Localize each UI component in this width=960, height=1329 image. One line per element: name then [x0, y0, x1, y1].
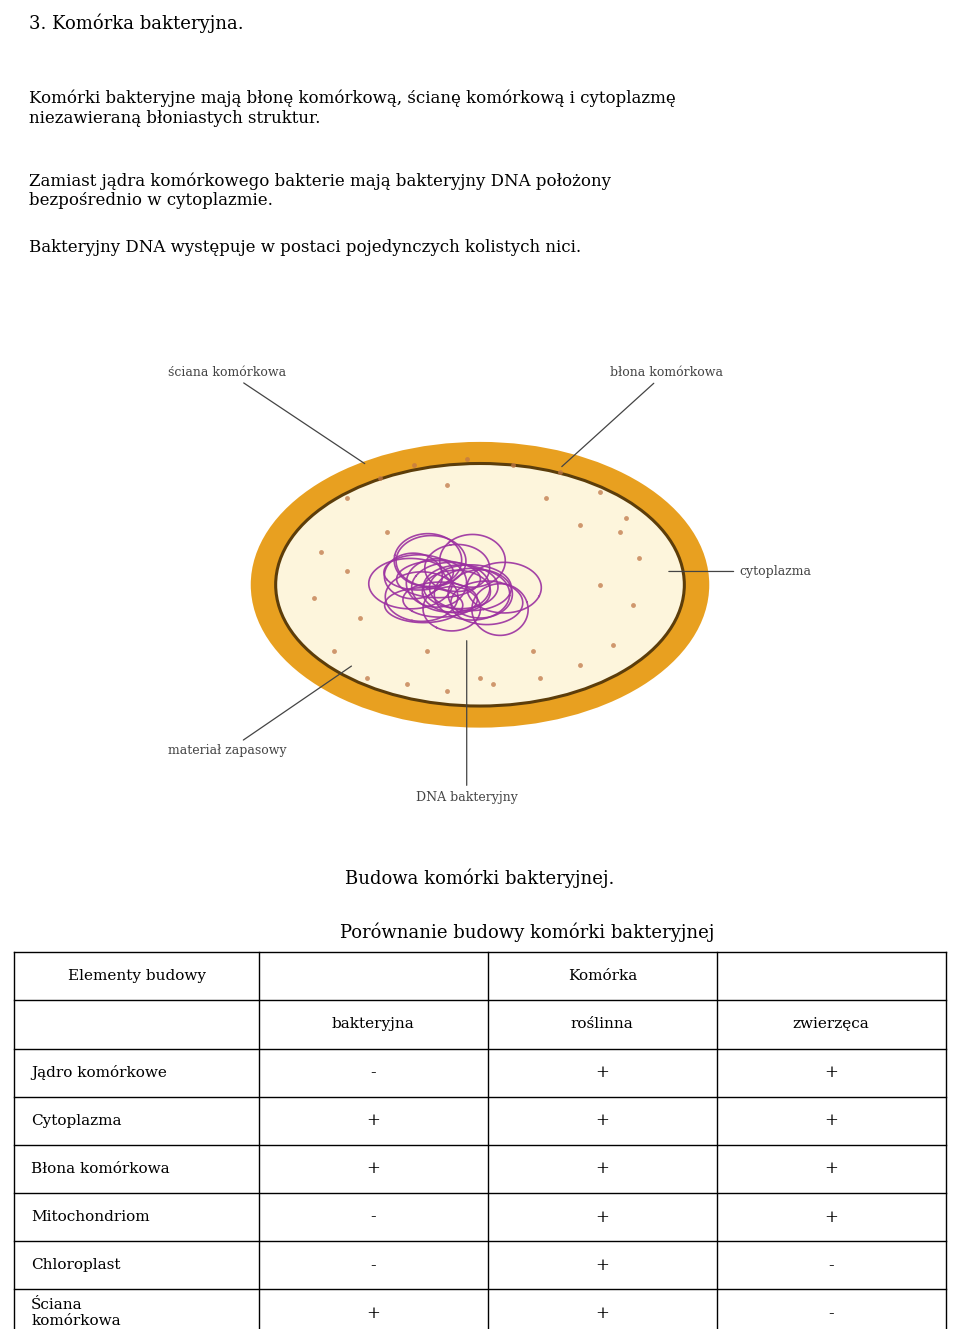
Text: +: +	[595, 1065, 610, 1080]
Text: Porównanie budowy komórki bakteryjnej: Porównanie budowy komórki bakteryjnej	[340, 922, 714, 942]
Text: Błona komórkowa: Błona komórkowa	[32, 1162, 170, 1176]
Text: +: +	[825, 1160, 838, 1177]
Text: +: +	[367, 1305, 380, 1322]
Text: -: -	[371, 1257, 376, 1273]
Text: +: +	[595, 1208, 610, 1225]
Ellipse shape	[251, 441, 709, 728]
Text: Bakteryjny DNA występuje w postaci pojedynczych kolistych nici.: Bakteryjny DNA występuje w postaci pojed…	[29, 239, 581, 256]
Text: -: -	[371, 1065, 376, 1080]
Text: Mitochondriom: Mitochondriom	[32, 1209, 150, 1224]
Text: 3. Komórka bakteryjna.: 3. Komórka bakteryjna.	[29, 13, 244, 33]
Text: Ściana
komórkowa: Ściana komórkowa	[32, 1298, 121, 1329]
Text: Zamiast jądra komórkowego bakterie mają bakteryjny DNA położony
bezpośrednio w c: Zamiast jądra komórkowego bakterie mają …	[29, 173, 611, 210]
Ellipse shape	[276, 464, 684, 706]
Text: Komórki bakteryjne mają błonę komórkową, ścianę komórkową i cytoplazmę
niezawier: Komórki bakteryjne mają błonę komórkową,…	[29, 90, 676, 126]
Text: +: +	[595, 1112, 610, 1130]
Text: +: +	[595, 1305, 610, 1322]
Text: Budowa komórki bakteryjnej.: Budowa komórki bakteryjnej.	[346, 869, 614, 888]
Text: +: +	[367, 1112, 380, 1130]
Text: +: +	[595, 1160, 610, 1177]
Text: -: -	[828, 1305, 834, 1322]
Text: DNA bakteryjny: DNA bakteryjny	[416, 641, 517, 804]
Text: Jądro komórkowe: Jądro komórkowe	[32, 1065, 167, 1080]
Text: +: +	[367, 1160, 380, 1177]
Text: +: +	[825, 1065, 838, 1080]
Text: materiał zapasowy: materiał zapasowy	[168, 666, 351, 758]
Text: ściana komórkowa: ściana komórkowa	[168, 365, 365, 464]
Text: -: -	[828, 1257, 834, 1273]
Text: bakteryjna: bakteryjna	[332, 1018, 415, 1031]
Text: zwierzęca: zwierzęca	[793, 1018, 870, 1031]
Text: -: -	[371, 1208, 376, 1225]
Text: błona komórkowa: błona komórkowa	[562, 365, 723, 466]
Text: cytoplazma: cytoplazma	[669, 565, 811, 578]
Text: Chloroplast: Chloroplast	[32, 1259, 121, 1272]
Text: Cytoplazma: Cytoplazma	[32, 1114, 122, 1128]
Text: Komórka: Komórka	[567, 969, 636, 983]
Text: Elementy budowy: Elementy budowy	[67, 969, 205, 983]
Text: roślinna: roślinna	[571, 1018, 634, 1031]
Text: +: +	[825, 1208, 838, 1225]
Text: +: +	[825, 1112, 838, 1130]
Text: +: +	[595, 1257, 610, 1273]
